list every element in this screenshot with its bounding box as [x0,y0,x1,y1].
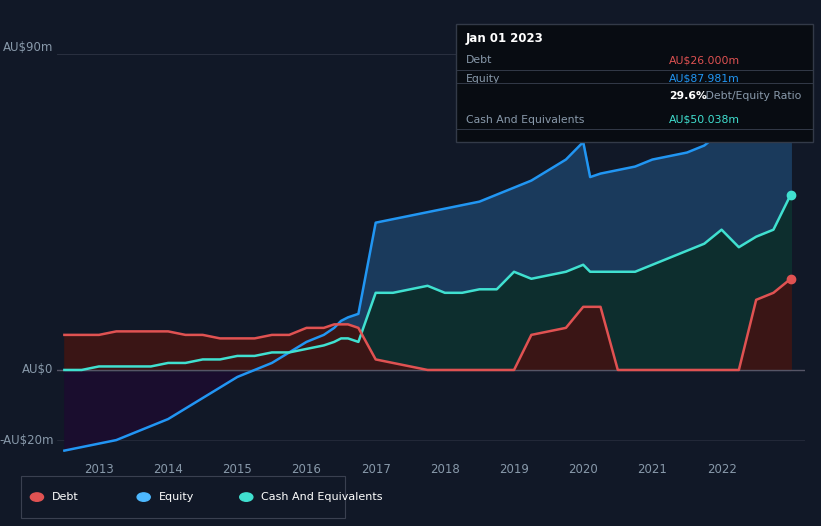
Text: Jan 01 2023: Jan 01 2023 [466,32,544,45]
Text: Cash And Equivalents: Cash And Equivalents [466,115,584,125]
Text: Debt: Debt [52,492,79,502]
Text: Equity: Equity [466,74,500,84]
Text: AU$26.000m: AU$26.000m [669,55,741,66]
Text: AU$87.981m: AU$87.981m [669,74,740,84]
Text: AU$0: AU$0 [22,363,53,377]
Text: Debt: Debt [466,55,492,66]
Text: AU$90m: AU$90m [3,42,53,54]
Text: Equity: Equity [158,492,194,502]
Text: Debt/Equity Ratio: Debt/Equity Ratio [702,91,801,102]
Text: 29.6%: 29.6% [669,91,707,102]
Text: Cash And Equivalents: Cash And Equivalents [261,492,383,502]
Text: AU$50.038m: AU$50.038m [669,115,740,125]
Text: -AU$20m: -AU$20m [0,433,53,447]
